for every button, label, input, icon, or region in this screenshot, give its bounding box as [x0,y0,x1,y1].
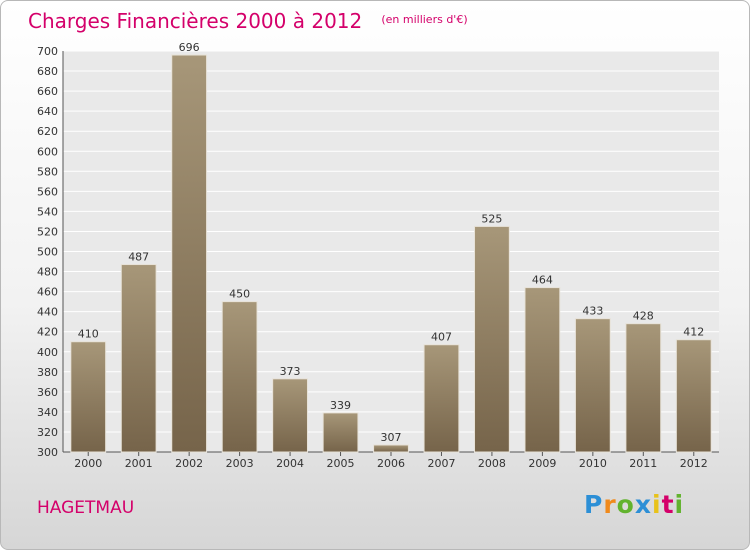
y-tick-label: 580 [37,165,58,178]
bar-value-label: 433 [582,305,603,318]
bar [272,378,308,453]
y-tick-label: 560 [37,185,58,198]
y-tick-label: 360 [37,386,58,399]
bar-value-label: 450 [229,288,250,301]
y-tick-label: 640 [37,105,58,118]
x-tick-label: 2001 [125,457,153,470]
bar-value-label: 696 [179,41,200,54]
x-tick-label: 2009 [528,457,556,470]
bar [474,225,510,453]
x-tick-label: 2010 [579,457,607,470]
y-tick-label: 460 [37,286,58,299]
x-tick-label: 2006 [377,457,405,470]
bar-value-label: 412 [683,326,704,339]
bar [675,339,712,453]
y-tick-label: 300 [37,446,58,459]
x-tick-label: 2004 [276,457,304,470]
y-tick-label: 320 [37,426,58,439]
logo-letter: r [603,490,617,519]
x-tick-label: 2000 [74,457,102,470]
y-tick-label: 440 [37,306,58,319]
bar [524,287,561,453]
y-tick-label: 680 [37,65,58,78]
bar-value-label: 407 [431,331,452,344]
bar-value-label: 339 [330,399,351,412]
bar [120,264,157,453]
y-tick-label: 480 [37,266,58,279]
bar [625,323,662,453]
y-tick-label: 340 [37,406,58,419]
x-tick-label: 2012 [680,457,708,470]
bar [574,318,611,453]
y-tick-label: 700 [37,45,58,58]
chart-title: Charges Financières 2000 à 2012 [28,9,363,33]
x-tick-label: 2008 [478,457,506,470]
chart-subtitle: (en milliers d'€) [381,13,468,26]
logo-letter: i [674,490,685,519]
x-tick-label: 2002 [175,457,203,470]
y-tick-label: 520 [37,225,58,238]
bar [221,301,258,453]
logo-letter: o [616,490,635,519]
logo-letter: P [584,490,604,519]
bar [373,444,409,453]
y-tick-label: 380 [37,366,58,379]
x-tick-label: 2003 [226,457,254,470]
chart-header: Charges Financières 2000 à 2012 (en mill… [28,9,468,33]
logo-letter: t [661,490,675,519]
bar [423,344,460,453]
bar-value-label: 410 [78,328,99,341]
logo-letter: x [634,490,652,519]
bar-value-label: 428 [633,310,654,323]
x-tick-label: 2007 [427,457,455,470]
bar [322,412,359,453]
y-tick-label: 540 [37,205,58,218]
proxiti-logo[interactable]: Proxiti [584,490,684,519]
y-tick-label: 420 [37,326,58,339]
y-tick-label: 620 [37,125,58,138]
y-tick-label: 500 [37,246,58,259]
y-tick-label: 600 [37,145,58,158]
y-tick-label: 660 [37,85,58,98]
x-tick-label: 2005 [327,457,355,470]
y-tick-label: 400 [37,346,58,359]
bar-value-label: 307 [381,431,402,444]
bar-value-label: 373 [280,365,301,378]
logo-letter: i [652,490,662,519]
city-name: HAGETMAU [37,498,135,518]
bar-value-label: 487 [128,251,149,264]
bar [171,54,208,453]
bar-value-label: 525 [481,212,502,225]
bar [70,341,107,453]
bar-value-label: 464 [532,274,553,287]
x-tick-label: 2011 [629,457,657,470]
